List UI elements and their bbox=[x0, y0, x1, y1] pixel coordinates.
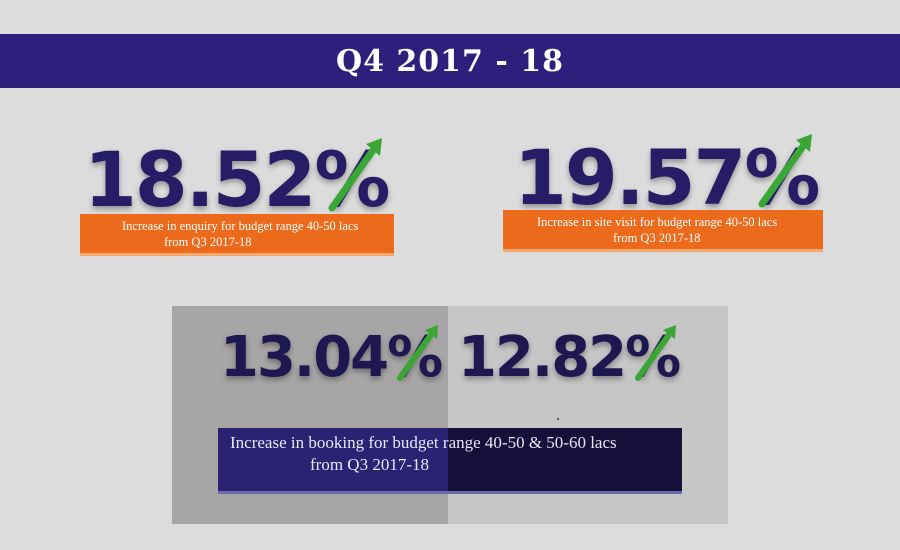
booking-caption-line1: Increase in booking for budget range 40-… bbox=[230, 433, 617, 452]
booking-percent-1: 13.04% bbox=[220, 325, 443, 390]
up-arrow-icon bbox=[397, 325, 438, 381]
site-visit-caption-line1: Increase in site visit for budget range … bbox=[537, 215, 778, 229]
booking-caption: Increase in booking for budget range 40-… bbox=[218, 428, 682, 494]
site-visit-caption-line2: from Q3 2017-18 bbox=[613, 231, 701, 245]
booking-percent-2: 12.82% bbox=[458, 325, 681, 390]
booking-caption-text: Increase in booking for budget range 40-… bbox=[230, 432, 617, 476]
enquiry-caption: Increase in enquiry for budget range 40-… bbox=[80, 214, 394, 256]
up-arrow-icon bbox=[328, 138, 382, 212]
enquiry-caption-line2: from Q3 2017-18 bbox=[164, 235, 252, 249]
booking-caption-shade bbox=[448, 428, 682, 491]
site-visit-caption: Increase in site visit for budget range … bbox=[503, 210, 823, 252]
up-arrow-icon bbox=[635, 325, 676, 381]
booking-caption-line2: from Q3 2017-18 bbox=[310, 455, 429, 474]
header-banner: Q4 2017 - 18 bbox=[0, 34, 900, 88]
decorative-dot bbox=[557, 418, 559, 420]
enquiry-percent: 18.52% bbox=[84, 135, 391, 224]
site-visit-percent: 19.57% bbox=[514, 133, 821, 222]
up-arrow-icon bbox=[758, 134, 812, 208]
enquiry-caption-line1: Increase in enquiry for budget range 40-… bbox=[122, 219, 359, 233]
page-title: Q4 2017 - 18 bbox=[335, 43, 565, 79]
